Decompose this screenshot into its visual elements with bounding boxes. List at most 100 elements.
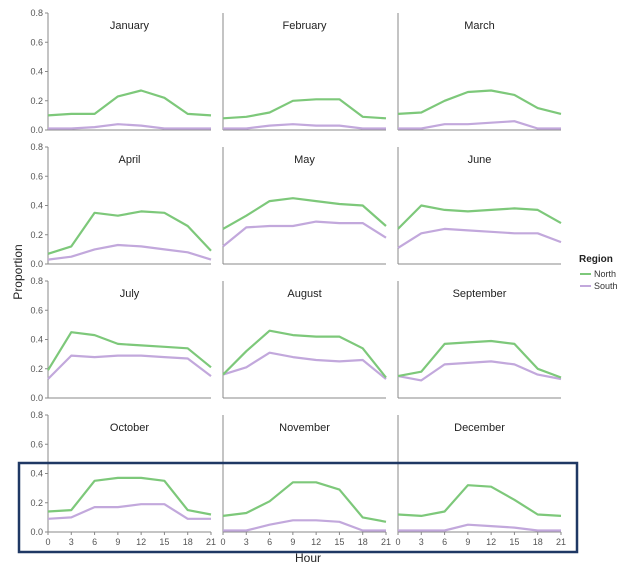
panel-february: February xyxy=(222,13,387,131)
legend: Region North South xyxy=(579,254,618,291)
x-tick-label: 9 xyxy=(465,537,470,547)
series-line-north xyxy=(397,204,562,230)
y-tick-label: 0.6 xyxy=(30,305,43,315)
series-line-south xyxy=(48,123,211,130)
series-line-north xyxy=(47,331,212,371)
y-tick-label: 0.2 xyxy=(30,96,43,106)
x-tick-label: 9 xyxy=(290,537,295,547)
panel-title: January xyxy=(110,20,150,32)
x-tick-label: 15 xyxy=(159,537,169,547)
x-tick-label: 3 xyxy=(244,537,249,547)
panel-august: August xyxy=(222,281,387,399)
y-tick-label: 0.8 xyxy=(30,8,43,18)
x-tick-label: 15 xyxy=(509,537,519,547)
x-tick-label: 0 xyxy=(220,537,225,547)
y-tick-label: 0.0 xyxy=(30,527,43,537)
series-line-north xyxy=(222,197,387,230)
x-tick-label: 3 xyxy=(69,537,74,547)
panel-july: July 0.0 0.2 0.4 0.6 0.8 xyxy=(30,276,212,403)
y-tick-label: 0.2 xyxy=(30,498,43,508)
series-line-north xyxy=(47,476,212,516)
series-line-north xyxy=(397,89,562,115)
x-tick-label: 15 xyxy=(334,537,344,547)
panel-title: December xyxy=(454,422,505,434)
panel-title: April xyxy=(118,154,140,166)
y-axis-label: Proportion xyxy=(11,244,25,299)
y-tick-label: 0.4 xyxy=(30,335,43,345)
series-line-north xyxy=(222,481,387,523)
x-tick-label: 18 xyxy=(183,537,193,547)
y-tick-label: 0.6 xyxy=(30,439,43,449)
series-line-south xyxy=(397,360,562,382)
series-line-north xyxy=(222,329,387,379)
series-line-south xyxy=(223,519,386,532)
series-line-south xyxy=(47,354,212,380)
panel-title: February xyxy=(282,20,327,32)
x-tick-label: 0 xyxy=(45,537,50,547)
panel-title: July xyxy=(120,288,140,300)
panel-march: March xyxy=(397,13,562,131)
x-tick-label: 12 xyxy=(136,537,146,547)
y-tick-label: 0.8 xyxy=(30,142,43,152)
y-tick-label: 0.0 xyxy=(30,259,43,269)
panel-october: October 0.0 0.2 0.4 0.6 0.8 0 3 6 9 12 15 18 21 xyxy=(30,410,216,547)
y-tick-label: 0.2 xyxy=(30,230,43,240)
y-tick-label: 0.6 xyxy=(30,171,43,181)
panel-november: November 0 3 6 9 12 15 18 21 xyxy=(220,415,391,547)
series-line-north xyxy=(222,98,387,120)
x-tick-label: 21 xyxy=(206,537,216,547)
y-tick-label: 0.0 xyxy=(30,393,43,403)
x-tick-label: 9 xyxy=(115,537,120,547)
x-tick-label: 21 xyxy=(381,537,391,547)
y-tick-label: 0.8 xyxy=(30,410,43,420)
series-line-south xyxy=(222,351,387,380)
x-tick-label: 0 xyxy=(395,537,400,547)
panel-september: September xyxy=(397,281,562,399)
x-tick-label: 12 xyxy=(311,537,321,547)
y-tick-label: 0.0 xyxy=(30,125,43,135)
panel-title: August xyxy=(287,288,321,300)
x-tick-label: 6 xyxy=(92,537,97,547)
series-line-north xyxy=(47,210,212,255)
y-tick-label: 0.4 xyxy=(30,469,43,479)
x-tick-label: 3 xyxy=(419,537,424,547)
x-tick-label: 18 xyxy=(358,537,368,547)
series-line-south xyxy=(398,120,561,130)
panel-title: May xyxy=(294,154,315,166)
x-axis-label: Hour xyxy=(295,551,321,565)
panel-title: October xyxy=(110,422,149,434)
series-line-south xyxy=(47,503,211,520)
y-tick-label: 0.6 xyxy=(30,37,43,47)
panel-title: November xyxy=(279,422,330,434)
legend-title: Region xyxy=(579,254,613,265)
y-tick-label: 0.2 xyxy=(30,364,43,374)
panel-december: December 0 3 6 9 12 15 18 21 xyxy=(395,415,566,547)
y-tick-label: 0.8 xyxy=(30,276,43,286)
series-line-north xyxy=(397,484,562,518)
x-tick-label: 6 xyxy=(442,537,447,547)
panel-april: April 0.0 0.2 0.4 0.6 0.8 xyxy=(30,142,212,269)
panel-january: January 0.0 0.2 0.4 0.6 0.8 xyxy=(30,8,212,135)
panel-title: September xyxy=(453,288,507,300)
series-line-south xyxy=(397,227,562,249)
series-line-north xyxy=(47,89,212,117)
x-tick-label: 21 xyxy=(556,537,566,547)
x-tick-label: 18 xyxy=(533,537,543,547)
y-tick-label: 0.4 xyxy=(30,67,43,77)
y-tick-label: 0.4 xyxy=(30,201,43,211)
panel-june: June xyxy=(397,147,562,265)
series-line-south xyxy=(398,523,561,532)
legend-label-south: South xyxy=(594,281,618,291)
highlight-box xyxy=(17,461,579,554)
series-line-south xyxy=(222,220,387,248)
x-tick-label: 6 xyxy=(267,537,272,547)
legend-label-north: North xyxy=(594,269,616,279)
panel-title: March xyxy=(464,20,495,32)
panel-title: June xyxy=(468,154,492,166)
series-line-south xyxy=(47,243,212,261)
x-tick-label: 12 xyxy=(486,537,496,547)
panel-grid: January 0.0 0.2 0.4 0.6 0.8 February March April… xyxy=(30,8,566,547)
series-line-south xyxy=(223,123,386,130)
panel-may: May xyxy=(222,147,387,265)
